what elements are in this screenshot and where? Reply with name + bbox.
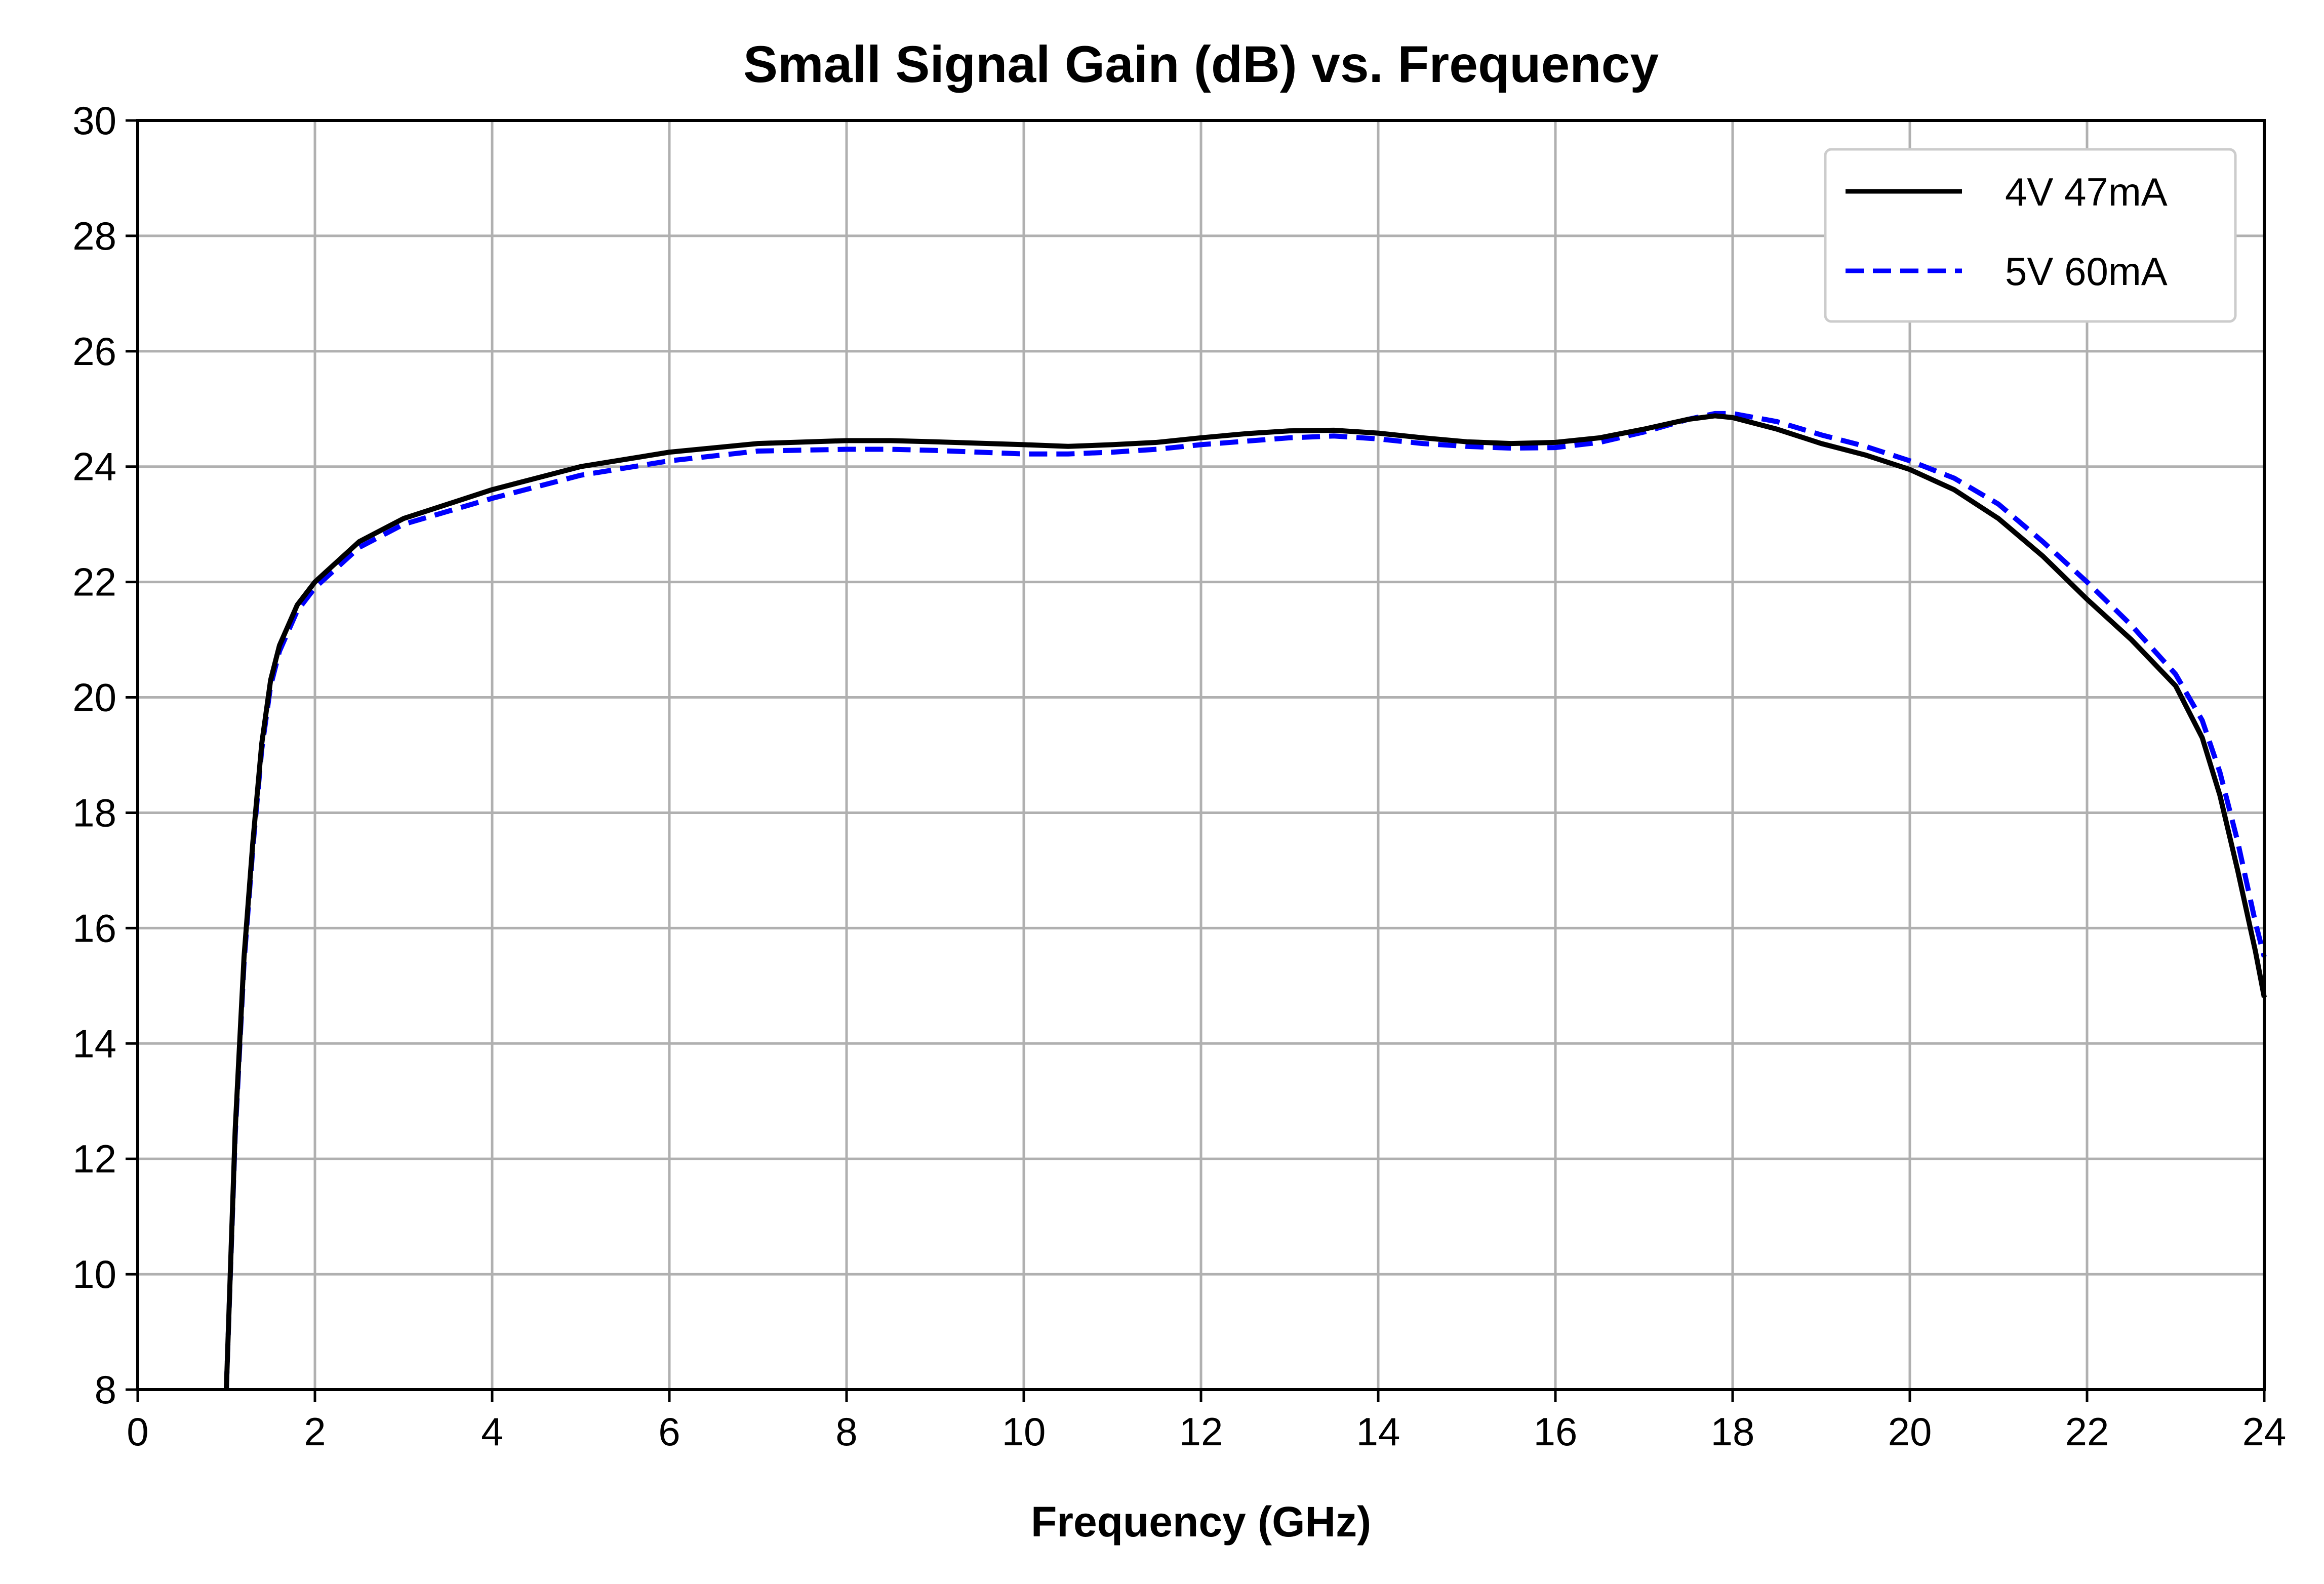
y-tick-label: 28 <box>72 214 116 258</box>
x-tick-label: 6 <box>658 1409 680 1454</box>
x-tick-label: 0 <box>127 1409 148 1454</box>
y-tick-label: 20 <box>72 675 116 720</box>
y-tick-label: 26 <box>72 329 116 374</box>
y-tick-label: 14 <box>72 1021 116 1066</box>
x-tick-label: 18 <box>1711 1409 1755 1454</box>
chart-title: Small Signal Gain (dB) vs. Frequency <box>743 35 1659 93</box>
legend: 4V 47mA 5V 60mA <box>1824 148 2237 323</box>
x-tick-label: 20 <box>1888 1409 1932 1454</box>
x-tick-label: 22 <box>2065 1409 2109 1454</box>
x-tick-label: 12 <box>1179 1409 1223 1454</box>
series-line-4v-47ma <box>224 413 2267 1390</box>
x-tick-label: 16 <box>1534 1409 1578 1454</box>
y-axis: 8 10 12 14 16 18 20 22 24 26 28 30 <box>72 98 138 1412</box>
y-tick-label: 30 <box>72 98 116 143</box>
x-tick-label: 4 <box>481 1409 503 1454</box>
x-tick-label: 10 <box>1002 1409 1046 1454</box>
series-layer <box>224 411 2267 1390</box>
y-tick-label: 12 <box>72 1136 116 1181</box>
y-tick-label: 24 <box>72 444 116 489</box>
x-tick-label: 2 <box>304 1409 326 1454</box>
x-tick-label: 8 <box>835 1409 857 1454</box>
y-tick-label: 16 <box>72 906 116 950</box>
y-tick-label: 18 <box>72 790 116 835</box>
legend-label-4v-47ma: 4V 47mA <box>2005 170 2168 214</box>
y-tick-label: 22 <box>72 560 116 604</box>
y-tick-label: 10 <box>72 1252 116 1296</box>
y-tick-label: 8 <box>95 1367 116 1412</box>
legend-label-5v-60ma: 5V 60mA <box>2005 249 2168 294</box>
grid <box>136 119 2266 1391</box>
x-tick-label: 24 <box>2242 1409 2287 1454</box>
x-axis-label: Frequency (GHz) <box>1031 1498 1371 1546</box>
x-axis: 0 2 4 6 8 10 12 14 16 18 20 22 24 <box>127 1390 2286 1454</box>
x-tick-label: 14 <box>1356 1409 1400 1454</box>
series-line-5v-60ma <box>224 411 2267 1390</box>
